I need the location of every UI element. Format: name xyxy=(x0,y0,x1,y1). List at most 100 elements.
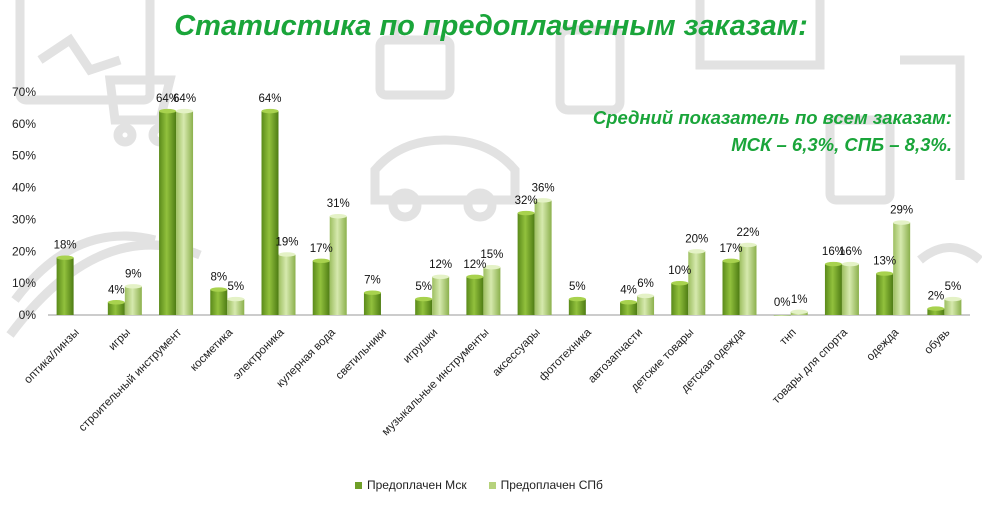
data-label-msk: 64% xyxy=(156,93,179,105)
bar-msk xyxy=(210,289,228,315)
data-label-msk: 12% xyxy=(463,259,486,271)
x-category-label: одежда xyxy=(865,326,902,363)
legend-swatch-msk xyxy=(355,481,362,489)
chart-legend: Предоплачен Мск Предоплачен СПб xyxy=(355,478,625,492)
x-category-label: тнп xyxy=(778,327,799,348)
bar-spb xyxy=(637,295,655,315)
average-note-line-2: МСК – 6,3%, СПБ – 8,3%. xyxy=(731,134,952,155)
x-category-label: музыкальные инструменты xyxy=(380,327,492,439)
legend-item-spb: Предоплачен СПб xyxy=(488,478,603,492)
bar-spb-top xyxy=(688,249,706,254)
bar-msk-top xyxy=(722,258,740,264)
data-label-msk: 5% xyxy=(569,281,586,293)
data-label-spb: 36% xyxy=(532,182,555,194)
data-label-msk: 64% xyxy=(258,93,281,105)
bar-msk xyxy=(466,276,484,315)
data-label-spb: 12% xyxy=(429,259,452,271)
bar-spb xyxy=(329,216,347,315)
bar-msk-top xyxy=(210,287,228,292)
data-label-msk: 13% xyxy=(873,256,896,268)
x-category-label: фототехника xyxy=(537,326,594,383)
data-label-spb: 31% xyxy=(327,198,350,210)
bar-spb-top xyxy=(893,220,911,225)
data-label-msk: 0% xyxy=(774,297,791,309)
bar-spb-top xyxy=(790,309,808,315)
x-category-label: автозапчасти xyxy=(586,327,645,386)
data-label-spb: 9% xyxy=(125,268,142,280)
bar-spb-top xyxy=(637,293,655,299)
data-label-spb: 20% xyxy=(685,233,708,245)
bar-msk xyxy=(773,315,791,316)
legend-swatch-spb xyxy=(488,481,496,489)
bar-spb-top xyxy=(944,296,962,302)
data-label-msk: 5% xyxy=(415,281,432,293)
page-title: Статистика по предоплаченным заказам: xyxy=(174,10,808,42)
bar-spb xyxy=(893,222,911,315)
bar-spb xyxy=(483,267,501,315)
bar-msk xyxy=(824,264,842,315)
data-label-spb: 22% xyxy=(736,227,759,239)
y-tick-label: 30% xyxy=(12,212,36,226)
bar-spb xyxy=(534,200,552,315)
y-tick-label: 70% xyxy=(12,85,36,99)
data-label-spb: 5% xyxy=(945,281,962,293)
bar-msk xyxy=(671,283,689,315)
x-category-label: обувь xyxy=(922,327,952,357)
bar-msk xyxy=(312,260,330,315)
data-label-spb: 15% xyxy=(480,249,503,261)
bar-msk xyxy=(620,302,638,315)
data-label-spb: 64% xyxy=(173,93,196,105)
bar-msk-top xyxy=(363,290,381,295)
data-label-msk: 2% xyxy=(928,291,945,303)
bar-msk-top xyxy=(568,296,586,302)
data-label-spb: 19% xyxy=(275,236,298,248)
bar-spb-top xyxy=(483,265,501,270)
legend-label-msk: Предоплачен Мск xyxy=(367,478,467,492)
bar-spb xyxy=(432,276,450,315)
bar-msk-top xyxy=(620,300,638,305)
data-label-spb: 5% xyxy=(227,281,244,293)
data-label-msk: 8% xyxy=(210,272,227,284)
x-category-label: игрушки xyxy=(401,327,440,366)
bar-msk xyxy=(159,111,177,315)
data-label-spb: 1% xyxy=(791,294,808,306)
bar-spb-top xyxy=(739,242,757,248)
bar-msk xyxy=(56,257,74,315)
bar-msk-top xyxy=(261,108,279,114)
y-tick-label: 50% xyxy=(12,149,36,163)
data-label-spb: 6% xyxy=(637,278,654,290)
y-tick-label: 20% xyxy=(12,244,36,258)
y-tick-label: 40% xyxy=(12,181,36,195)
bar-spb-top xyxy=(841,261,859,267)
bar-spb-top xyxy=(176,108,194,114)
bar-msk-top xyxy=(824,261,842,267)
x-category-label: электроника xyxy=(231,326,287,382)
bar-spb-top xyxy=(329,214,347,219)
bar-msk-top xyxy=(159,108,177,114)
bar-spb xyxy=(841,264,859,315)
bar-msk-top xyxy=(517,210,535,216)
data-label-msk: 10% xyxy=(668,265,691,277)
x-category-label: оптика/линзы xyxy=(22,327,82,387)
data-label-msk: 4% xyxy=(108,284,125,296)
x-category-label: косметика xyxy=(188,326,236,374)
bar-msk-top xyxy=(415,296,433,302)
data-label-msk: 16% xyxy=(822,246,845,258)
data-label-msk: 18% xyxy=(54,240,77,252)
y-tick-label: 60% xyxy=(12,117,36,131)
bar-msk xyxy=(415,299,433,315)
bar-spb xyxy=(278,254,296,315)
bar-msk-top xyxy=(927,306,945,311)
bar-msk xyxy=(517,213,535,315)
bar-spb-top xyxy=(124,284,142,289)
bar-msk xyxy=(363,292,381,315)
bar-spb-top xyxy=(534,198,552,203)
legend-item-msk: Предоплачен Мск xyxy=(355,478,467,492)
bar-msk xyxy=(876,273,894,315)
y-tick-label: 10% xyxy=(12,276,36,290)
y-tick-label: 0% xyxy=(19,308,37,322)
bar-msk xyxy=(107,302,125,315)
bar-spb xyxy=(176,111,194,315)
legend-label-spb: Предоплачен СПб xyxy=(500,478,603,492)
